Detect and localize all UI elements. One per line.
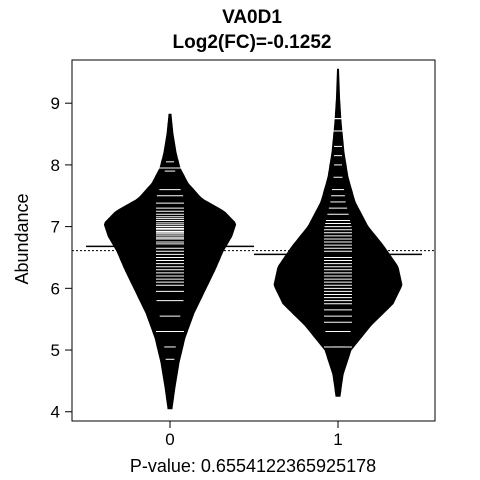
chart-subtitle: Log2(FC)=-0.1252	[173, 32, 332, 53]
y-tick-label: 6	[51, 279, 60, 298]
y-tick-label: 4	[51, 403, 60, 422]
x-tick-label: 0	[165, 430, 174, 449]
x-axis-label: P-value: 0.6554122365925178	[130, 456, 376, 476]
chart-title: VA0D1	[222, 7, 282, 28]
plot-area: 0 1 4 5 6 7 8 9	[51, 59, 436, 449]
x-tick-label: 1	[333, 430, 342, 449]
plot-frame	[71, 59, 436, 422]
y-tick-label: 7	[51, 218, 60, 237]
y-tick-label: 8	[51, 156, 60, 175]
y-tick-label: 9	[51, 94, 60, 113]
bean-shape-group-0	[103, 113, 237, 410]
y-axis-label: Abundance	[12, 193, 32, 284]
y-tick-label: 5	[51, 341, 60, 360]
